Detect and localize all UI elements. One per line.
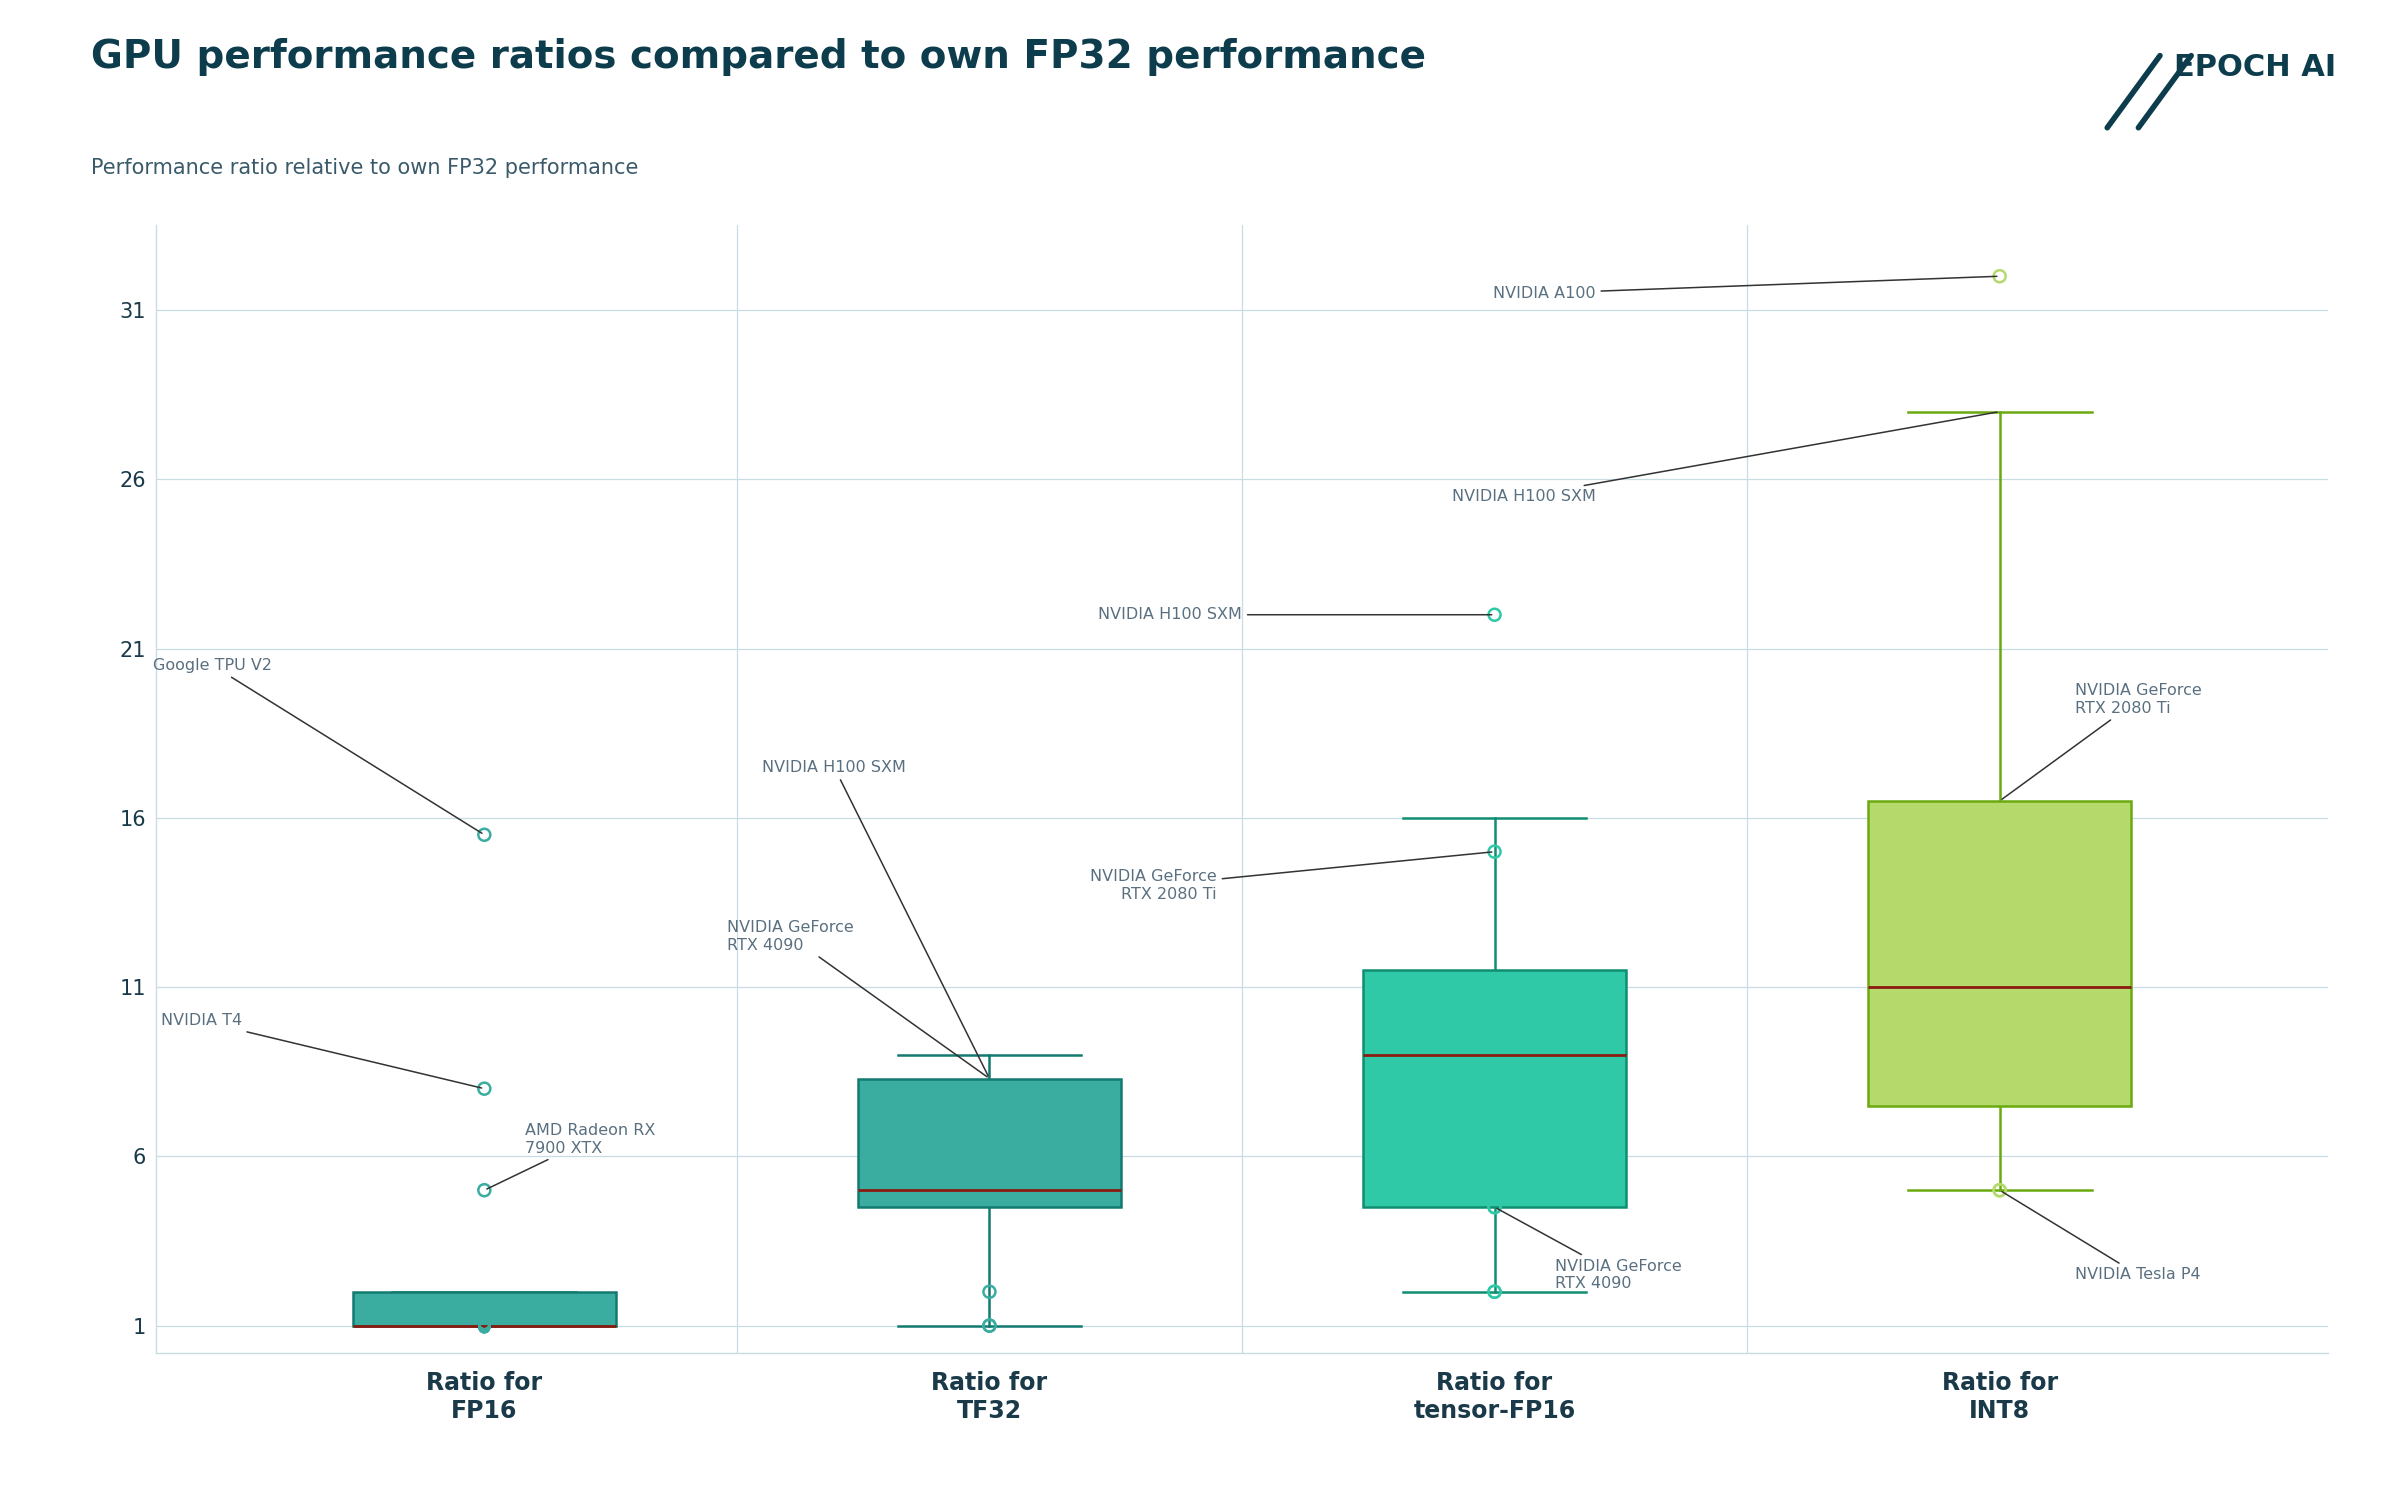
Bar	[859, 1079, 1121, 1207]
Point	[1476, 1279, 1514, 1303]
Point	[466, 1315, 504, 1339]
Point	[970, 1279, 1008, 1303]
Text: NVIDIA T4: NVIDIA T4	[161, 1013, 482, 1088]
Bar	[1363, 969, 1625, 1207]
Text: Performance ratio relative to own FP32 performance: Performance ratio relative to own FP32 p…	[91, 158, 638, 177]
Point	[970, 1314, 1008, 1338]
Text: NVIDIA Tesla P4: NVIDIA Tesla P4	[2002, 1192, 2201, 1282]
Point	[466, 1314, 504, 1338]
Point	[466, 1314, 504, 1338]
Point	[466, 1312, 504, 1336]
Point	[466, 1312, 504, 1336]
Text: NVIDIA A100: NVIDIA A100	[1493, 277, 1997, 301]
Point	[1980, 1043, 2018, 1067]
Point	[466, 1314, 504, 1338]
Point	[466, 1312, 504, 1336]
Point	[1980, 1178, 2018, 1202]
Text: NVIDIA GeForce
RTX 4090: NVIDIA GeForce RTX 4090	[727, 920, 986, 1076]
Point	[466, 1314, 504, 1338]
Point	[1476, 603, 1514, 627]
Text: AMD Radeon RX
7900 XTX: AMD Radeon RX 7900 XTX	[487, 1123, 655, 1189]
Point	[466, 1314, 504, 1338]
Point	[466, 822, 504, 846]
Text: NVIDIA H100 SXM: NVIDIA H100 SXM	[763, 759, 989, 1076]
Point	[466, 1312, 504, 1336]
Text: NVIDIA H100 SXM: NVIDIA H100 SXM	[1452, 412, 1997, 504]
Text: EPOCH AI: EPOCH AI	[2174, 53, 2338, 81]
Point	[1476, 1195, 1514, 1219]
Point	[466, 1314, 504, 1338]
Point	[1476, 1279, 1514, 1303]
Point	[466, 1314, 504, 1338]
Point	[1476, 1195, 1514, 1219]
Point	[466, 1076, 504, 1100]
Point	[1980, 1178, 2018, 1202]
Bar	[1867, 801, 2131, 1106]
Text: Google TPU V2: Google TPU V2	[154, 658, 482, 833]
Point	[1476, 840, 1514, 864]
Text: NVIDIA GeForce
RTX 2080 Ti: NVIDIA GeForce RTX 2080 Ti	[1090, 852, 1493, 902]
Point	[1980, 265, 2018, 289]
Bar	[353, 1291, 617, 1326]
Text: NVIDIA GeForce
RTX 2080 Ti: NVIDIA GeForce RTX 2080 Ti	[2002, 684, 2203, 800]
Text: GPU performance ratios compared to own FP32 performance: GPU performance ratios compared to own F…	[91, 38, 1426, 75]
Point	[466, 1315, 504, 1339]
Point	[970, 1314, 1008, 1338]
Point	[466, 1315, 504, 1339]
Point	[466, 1178, 504, 1202]
Text: NVIDIA H100 SXM: NVIDIA H100 SXM	[1099, 607, 1493, 622]
Point	[466, 1314, 504, 1338]
Text: NVIDIA GeForce
RTX 4090: NVIDIA GeForce RTX 4090	[1498, 1208, 1682, 1291]
